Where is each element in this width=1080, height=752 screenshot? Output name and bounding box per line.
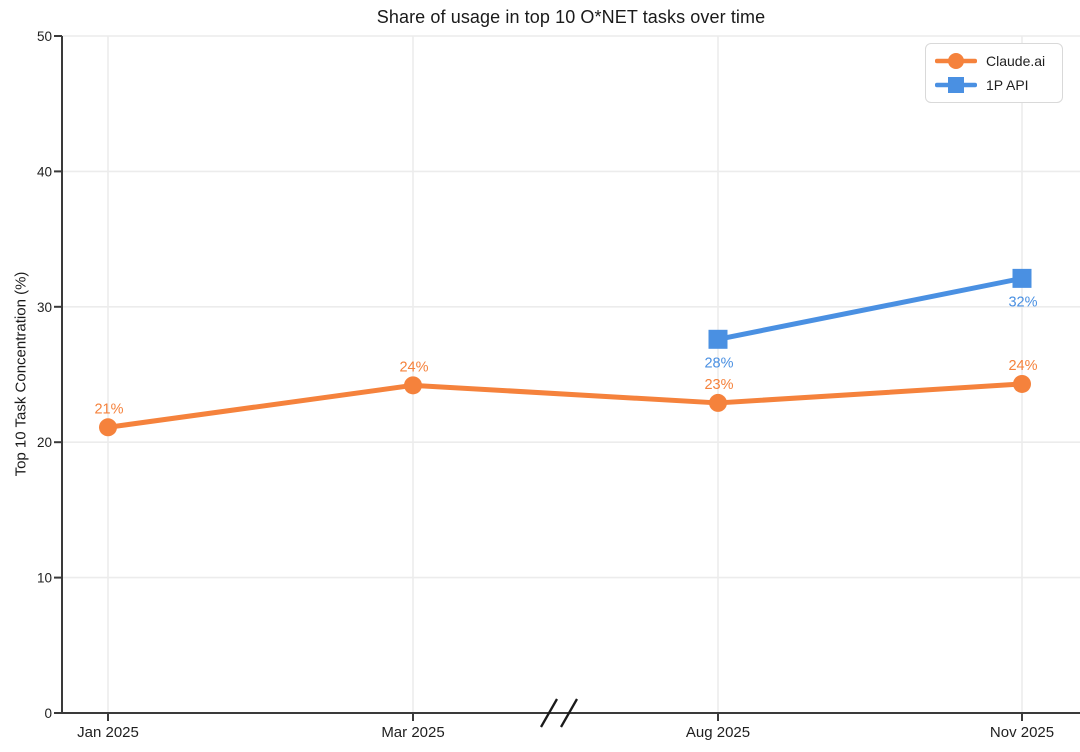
data-point-marker xyxy=(708,329,728,349)
x-tick-label: Jan 2025 xyxy=(77,724,139,741)
y-tick-label: 50 xyxy=(37,29,52,44)
axis-break-slash xyxy=(540,698,558,728)
data-point-label: 24% xyxy=(399,359,428,375)
legend-label: 1P API xyxy=(986,77,1029,93)
data-point-marker xyxy=(1012,268,1032,288)
data-point-marker xyxy=(404,376,422,395)
axis-break-slash xyxy=(560,698,578,728)
data-point-label: 23% xyxy=(704,377,733,393)
y-axis-title: Top 10 Task Concentration (%) xyxy=(12,271,30,477)
legend-circle-marker-icon xyxy=(935,53,977,69)
data-point-label: 21% xyxy=(94,401,123,417)
x-tick-label: Mar 2025 xyxy=(381,724,444,741)
data-point-marker xyxy=(709,393,727,412)
y-tick-label: 30 xyxy=(37,300,52,315)
legend-label: Claude.ai xyxy=(986,53,1046,69)
chart-title: Share of usage in top 10 O*NET tasks ove… xyxy=(376,7,766,27)
legend-entry: 1P API xyxy=(935,73,1052,97)
legend-entry: Claude.ai xyxy=(935,49,1052,73)
data-point-label: 28% xyxy=(704,355,733,371)
y-tick-label: 0 xyxy=(44,706,52,721)
data-point-marker xyxy=(99,418,117,437)
data-point-label: 32% xyxy=(1008,294,1037,310)
series-line-claude-ai xyxy=(105,381,1025,430)
y-tick-label: 20 xyxy=(37,435,52,450)
data-point-marker xyxy=(1013,374,1031,393)
x-tick-label: Aug 2025 xyxy=(686,724,750,741)
x-tick-label: Nov 2025 xyxy=(990,724,1054,741)
y-tick-label: 40 xyxy=(37,164,52,179)
data-point-label: 24% xyxy=(1008,358,1037,374)
legend-square-marker-icon xyxy=(935,77,977,93)
legend: Claude.ai 1P API xyxy=(925,43,1063,103)
y-tick-label: 10 xyxy=(37,571,52,586)
series-line-1p-api xyxy=(715,275,1025,342)
